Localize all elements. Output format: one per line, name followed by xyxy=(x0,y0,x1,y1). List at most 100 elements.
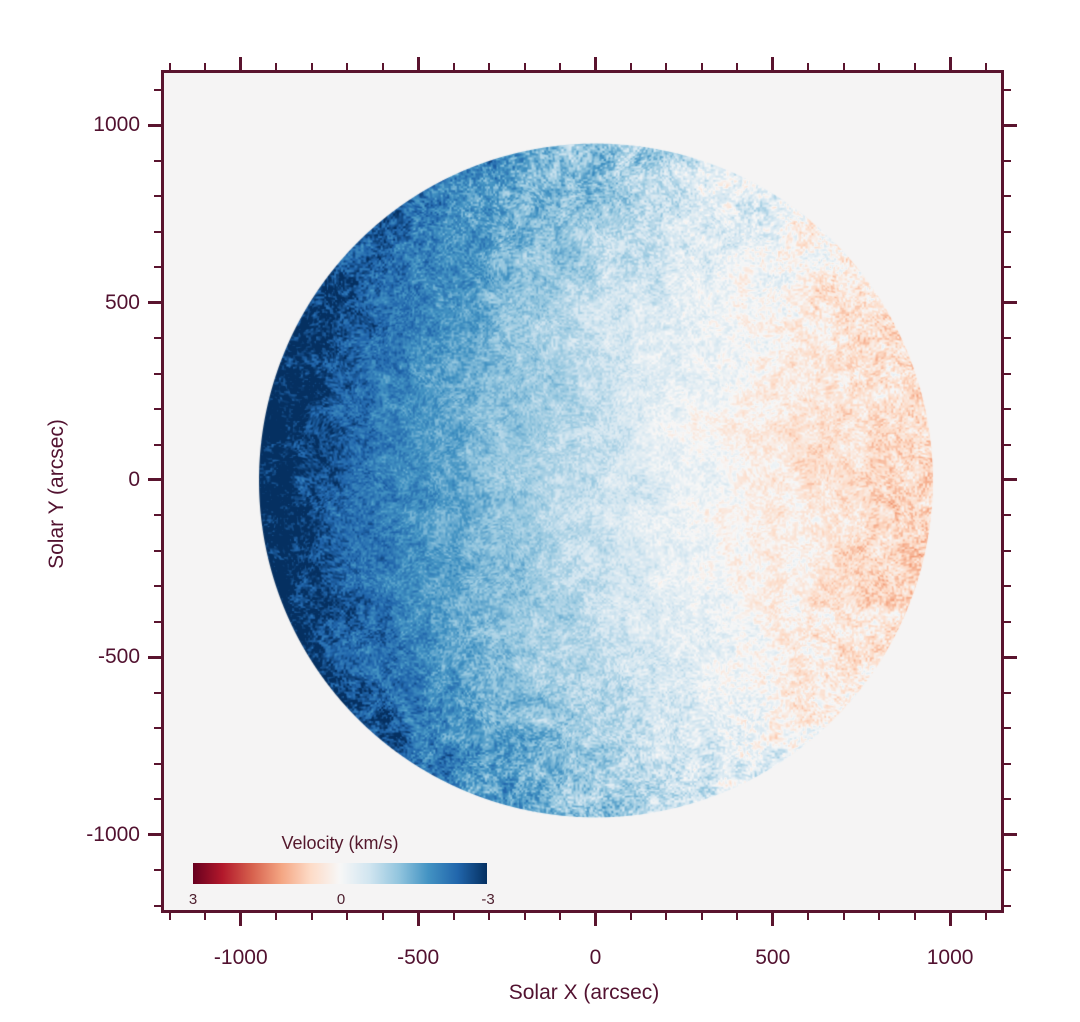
y-tick xyxy=(154,691,161,694)
y-tick-label: 0 xyxy=(128,467,140,491)
x-tick xyxy=(593,913,597,926)
x-tick xyxy=(984,913,987,920)
y-tick xyxy=(1004,337,1011,340)
x-tick-label: -500 xyxy=(397,946,440,969)
x-tick xyxy=(842,913,845,920)
y-tick xyxy=(154,408,161,411)
y-tick xyxy=(154,195,161,198)
x-tick xyxy=(452,63,455,70)
plot-area xyxy=(161,70,1004,913)
y-tick xyxy=(1004,549,1011,552)
y-tick xyxy=(1004,798,1011,801)
x-tick xyxy=(452,913,455,920)
colorbar-gradient xyxy=(193,863,487,884)
x-tick-label: 1000 xyxy=(926,946,974,969)
x-tick xyxy=(523,63,526,70)
y-tick xyxy=(1004,620,1011,623)
y-tick xyxy=(154,549,161,552)
x-tick-label: -1000 xyxy=(213,946,268,969)
y-tick xyxy=(1004,301,1017,305)
x-tick xyxy=(629,63,632,70)
y-tick xyxy=(154,88,161,91)
y-tick-label: 500 xyxy=(104,290,140,314)
solar-disk-image xyxy=(164,73,1001,910)
y-tick xyxy=(1004,408,1011,411)
x-tick xyxy=(771,57,775,70)
x-tick xyxy=(771,913,775,926)
x-tick xyxy=(700,63,703,70)
y-tick xyxy=(1004,159,1011,162)
y-tick xyxy=(154,230,161,233)
colorbar-tick-label-right: -3 xyxy=(481,891,495,908)
y-tick xyxy=(154,869,161,872)
x-tick xyxy=(984,63,987,70)
x-tick xyxy=(736,63,739,70)
y-tick xyxy=(148,655,161,659)
y-tick xyxy=(1004,762,1011,765)
y-tick xyxy=(154,727,161,730)
x-tick xyxy=(913,913,916,920)
x-tick xyxy=(558,63,561,70)
x-tick xyxy=(948,57,952,70)
x-axis-title: Solar X (arcsec) xyxy=(508,981,660,1004)
y-tick xyxy=(1004,195,1011,198)
y-tick xyxy=(1004,904,1011,907)
y-tick xyxy=(1004,372,1011,375)
y-tick xyxy=(154,159,161,162)
x-tick xyxy=(488,63,491,70)
colorbar-tick-label-mid: 0 xyxy=(336,891,346,908)
x-tick xyxy=(239,913,243,926)
x-tick xyxy=(416,57,420,70)
x-tick xyxy=(416,913,420,926)
x-tick xyxy=(948,913,952,926)
y-tick xyxy=(154,585,161,588)
x-tick xyxy=(878,63,881,70)
y-tick xyxy=(1004,478,1017,482)
x-tick xyxy=(700,913,703,920)
x-tick xyxy=(168,63,171,70)
x-tick xyxy=(381,63,384,70)
x-tick xyxy=(807,63,810,70)
y-tick xyxy=(154,762,161,765)
y-tick xyxy=(1004,727,1011,730)
x-tick xyxy=(558,913,561,920)
x-tick xyxy=(275,63,278,70)
y-tick xyxy=(154,514,161,517)
x-tick xyxy=(523,913,526,920)
y-tick xyxy=(1004,230,1011,233)
x-tick xyxy=(807,913,810,920)
y-tick xyxy=(1004,691,1011,694)
y-tick xyxy=(148,301,161,305)
y-tick xyxy=(1004,123,1017,127)
y-tick xyxy=(1004,266,1011,269)
x-tick xyxy=(629,913,632,920)
x-tick xyxy=(878,913,881,920)
x-tick xyxy=(665,913,668,920)
y-tick xyxy=(154,620,161,623)
x-tick xyxy=(239,57,243,70)
colorbar-tick-label-left: 3 xyxy=(188,891,198,908)
y-tick xyxy=(148,478,161,482)
x-tick xyxy=(593,57,597,70)
y-tick-label: 1000 xyxy=(93,113,140,137)
x-tick xyxy=(913,63,916,70)
x-tick xyxy=(665,63,668,70)
x-tick xyxy=(346,913,349,920)
x-tick xyxy=(204,913,207,920)
y-tick xyxy=(1004,514,1011,517)
x-tick-label: 0 xyxy=(589,946,602,969)
y-tick xyxy=(154,798,161,801)
y-tick xyxy=(1004,869,1011,872)
y-tick xyxy=(148,833,161,837)
y-tick xyxy=(1004,655,1017,659)
x-tick xyxy=(275,913,278,920)
x-tick xyxy=(168,913,171,920)
y-tick xyxy=(154,372,161,375)
x-tick xyxy=(310,913,313,920)
x-tick xyxy=(488,913,491,920)
y-tick xyxy=(148,123,161,127)
x-tick xyxy=(310,63,313,70)
y-tick xyxy=(154,266,161,269)
x-tick-label: 500 xyxy=(755,946,791,969)
